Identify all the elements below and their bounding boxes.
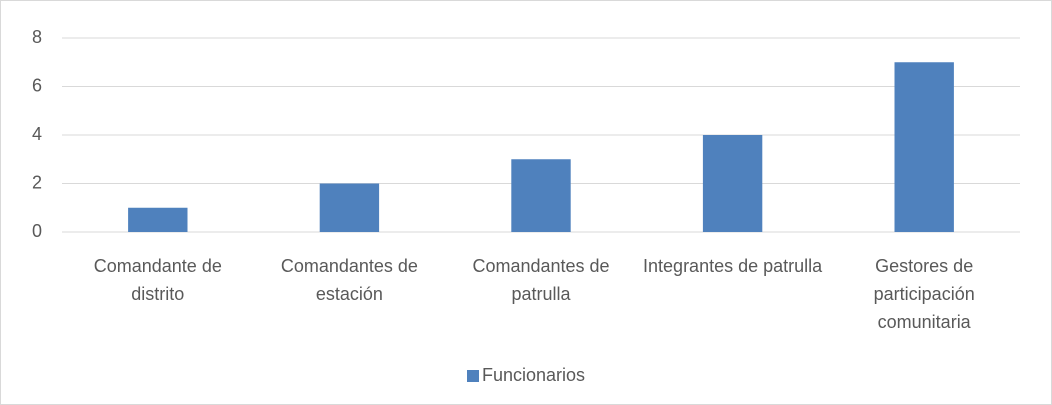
x-tick-label: Comandante de distrito xyxy=(93,256,222,304)
bar xyxy=(702,135,763,232)
legend-swatch xyxy=(467,370,479,382)
y-tick-label: 8 xyxy=(32,27,42,47)
bar xyxy=(894,62,954,232)
y-tick-label: 6 xyxy=(32,75,42,95)
x-tick-label: Integrantes de patrulla xyxy=(643,256,823,276)
y-tick-label: 4 xyxy=(32,124,42,144)
y-tick-label: 0 xyxy=(32,221,42,241)
bar xyxy=(128,207,188,232)
y-tick-label: 2 xyxy=(32,172,42,192)
x-tick-label: Comandantes de estación xyxy=(280,256,418,304)
bar xyxy=(319,183,380,232)
bar xyxy=(511,159,571,232)
legend-label: Funcionarios xyxy=(482,365,585,385)
x-tick-label: Gestores de participación comunitaria xyxy=(873,256,975,332)
x-tick-label: Comandantes de patrulla xyxy=(472,256,610,304)
